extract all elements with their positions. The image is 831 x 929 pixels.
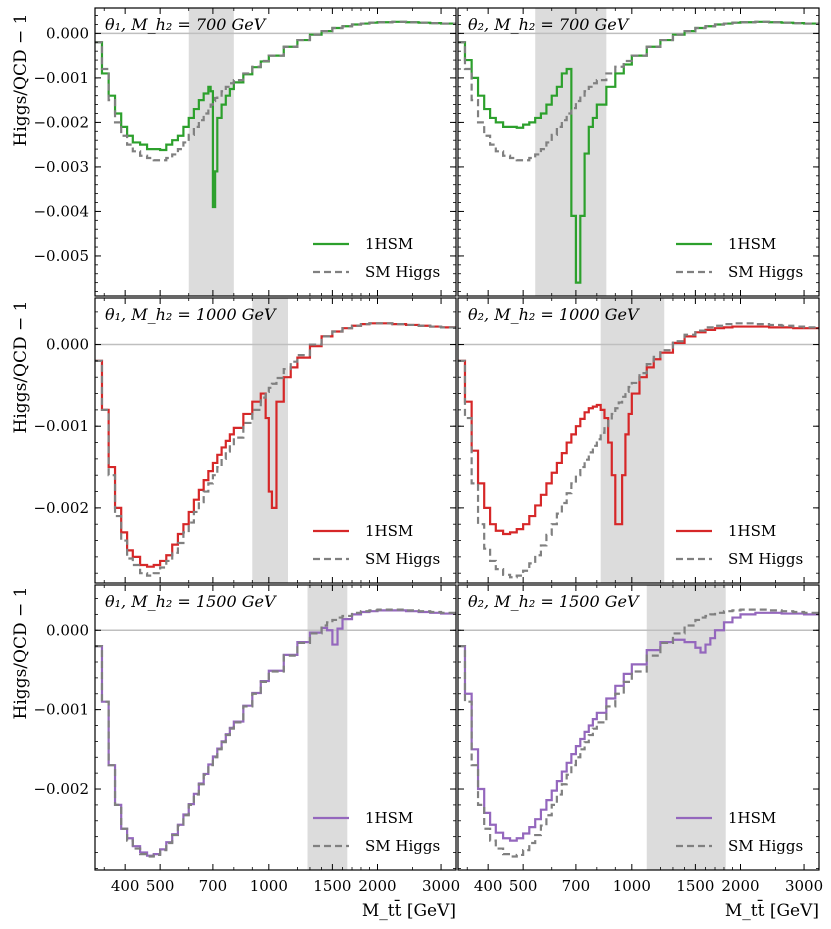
panel-frame bbox=[457, 297, 820, 584]
x-tick-label: 1500 bbox=[676, 877, 714, 895]
series-sm-higgs-line bbox=[95, 608, 456, 858]
panel-4: θ₂, M_h₂ = 1000 GeV 1HSM SM Higgs bbox=[457, 297, 820, 584]
x-tick-label: 2000 bbox=[721, 877, 759, 895]
x-tick-label: 700 bbox=[199, 877, 228, 895]
panel-title: θ₁, M_h₂ = 1000 GeV bbox=[105, 305, 277, 324]
panel-frame bbox=[94, 7, 457, 297]
series-1hsm-line bbox=[458, 325, 819, 536]
panel-2: θ₂, M_h₂ = 700 GeV 1HSM SM Higgs bbox=[457, 7, 820, 297]
y-tick-label: −0.004 bbox=[33, 202, 89, 220]
resonance-band bbox=[252, 298, 288, 583]
panel-title: θ₂, M_h₂ = 1000 GeV bbox=[468, 305, 640, 324]
panel-plot-area bbox=[458, 585, 819, 870]
panel-plot-area bbox=[95, 298, 456, 583]
axis-labels: Higgs/QCD − 1 Higgs/QCD − 1 Higgs/QCD − … bbox=[11, 14, 819, 921]
panel-plot-area bbox=[458, 298, 819, 583]
x-tick-label: 1500 bbox=[313, 877, 351, 895]
legend-sm-higgs-label: SM Higgs bbox=[365, 263, 440, 281]
series-sm-higgs-line bbox=[458, 608, 819, 858]
resonance-band bbox=[646, 585, 726, 870]
series-sm-higgs-line bbox=[458, 20, 819, 162]
series-sm-higgs-line bbox=[95, 322, 456, 577]
x-tick-label: 700 bbox=[562, 877, 591, 895]
panels: 0.000 −0.001 −0.002 −0.003 −0.004 −0.005 θ₁, M… bbox=[33, 7, 823, 895]
panel-1: 0.000 −0.001 −0.002 −0.003 −0.004 −0.005 θ₁, M… bbox=[33, 7, 457, 297]
panel-title: θ₁, M_h₂ = 1500 GeV bbox=[105, 592, 277, 611]
series-1hsm-line bbox=[95, 20, 456, 209]
y-axis-label-row-3: Higgs/QCD − 1 bbox=[11, 587, 31, 720]
y-tick-label: −0.002 bbox=[33, 113, 89, 131]
x-tick-label: 500 bbox=[146, 877, 175, 895]
panel-5: 0.000 −0.001 −0.002 400 500 700 1000 1500 2000 30… bbox=[33, 584, 460, 895]
legend-sm-higgs-label: SM Higgs bbox=[728, 263, 803, 281]
legend-1hsm-label: 1HSM bbox=[728, 522, 776, 540]
panel-plot-area bbox=[458, 8, 819, 296]
x-axis-label-left: M_tt̄ [GeV] bbox=[362, 898, 456, 921]
legend-1hsm-label: 1HSM bbox=[365, 809, 413, 827]
legend-sm-higgs-label: SM Higgs bbox=[365, 550, 440, 568]
panel-title: θ₁, M_h₂ = 700 GeV bbox=[105, 15, 267, 34]
x-tick-label: 2000 bbox=[358, 877, 396, 895]
y-tick-label: −0.001 bbox=[33, 417, 89, 435]
panel-plot-area bbox=[95, 8, 456, 296]
panel-frame bbox=[94, 584, 457, 871]
panel-frame bbox=[457, 584, 820, 871]
y-tick-label: −0.001 bbox=[33, 701, 89, 719]
series-sm-higgs-line bbox=[458, 322, 819, 579]
legend-sm-higgs-label: SM Higgs bbox=[728, 837, 803, 855]
series-sm-higgs-line bbox=[95, 20, 456, 162]
y-tick-label: 0.000 bbox=[46, 621, 89, 639]
legend-1hsm-label: 1HSM bbox=[365, 235, 413, 253]
legend-1hsm-label: 1HSM bbox=[728, 809, 776, 827]
y-axis-label-row-2: Higgs/QCD − 1 bbox=[11, 301, 31, 434]
panel-plot-area bbox=[95, 585, 456, 870]
y-axis-label-row-1: Higgs/QCD − 1 bbox=[11, 14, 31, 147]
x-tick-label: 3000 bbox=[422, 877, 460, 895]
panel-frame bbox=[457, 7, 820, 297]
y-tick-label: −0.005 bbox=[33, 247, 89, 265]
panel-frame bbox=[94, 297, 457, 584]
y-tick-label: −0.001 bbox=[33, 69, 89, 87]
resonance-band bbox=[188, 8, 234, 296]
panel-title: θ₂, M_h₂ = 700 GeV bbox=[468, 15, 630, 34]
x-tick-label: 500 bbox=[509, 877, 538, 895]
x-tick-label: 1000 bbox=[250, 877, 288, 895]
legend-sm-higgs-label: SM Higgs bbox=[365, 837, 440, 855]
x-tick-label: 1000 bbox=[613, 877, 651, 895]
legend-1hsm-label: 1HSM bbox=[728, 235, 776, 253]
y-tick-label: −0.002 bbox=[33, 499, 89, 517]
x-tick-label: 3000 bbox=[785, 877, 823, 895]
panel-6: 400 500 700 1000 1500 2000 3000 θ₂, M_h₂ = 1500… bbox=[457, 584, 823, 895]
y-tick-label: 0.000 bbox=[46, 24, 89, 42]
panel-3: 0.000 −0.001 −0.002 θ₁, M_h₂ = 1000 GeV 1HSM… bbox=[33, 297, 457, 584]
y-tick-label: −0.003 bbox=[33, 158, 89, 176]
legend-sm-higgs-label: SM Higgs bbox=[728, 550, 803, 568]
x-tick-label: 400 bbox=[111, 877, 140, 895]
y-tick-label: 0.000 bbox=[46, 336, 89, 354]
x-tick-label: 400 bbox=[474, 877, 503, 895]
legend-1hsm-label: 1HSM bbox=[365, 522, 413, 540]
series-1hsm-line bbox=[458, 611, 819, 842]
x-axis-label-right: M_tt̄ [GeV] bbox=[725, 898, 819, 921]
panel-title: θ₂, M_h₂ = 1500 GeV bbox=[468, 592, 640, 611]
y-tick-label: −0.002 bbox=[33, 780, 89, 798]
resonance-band bbox=[600, 298, 665, 583]
